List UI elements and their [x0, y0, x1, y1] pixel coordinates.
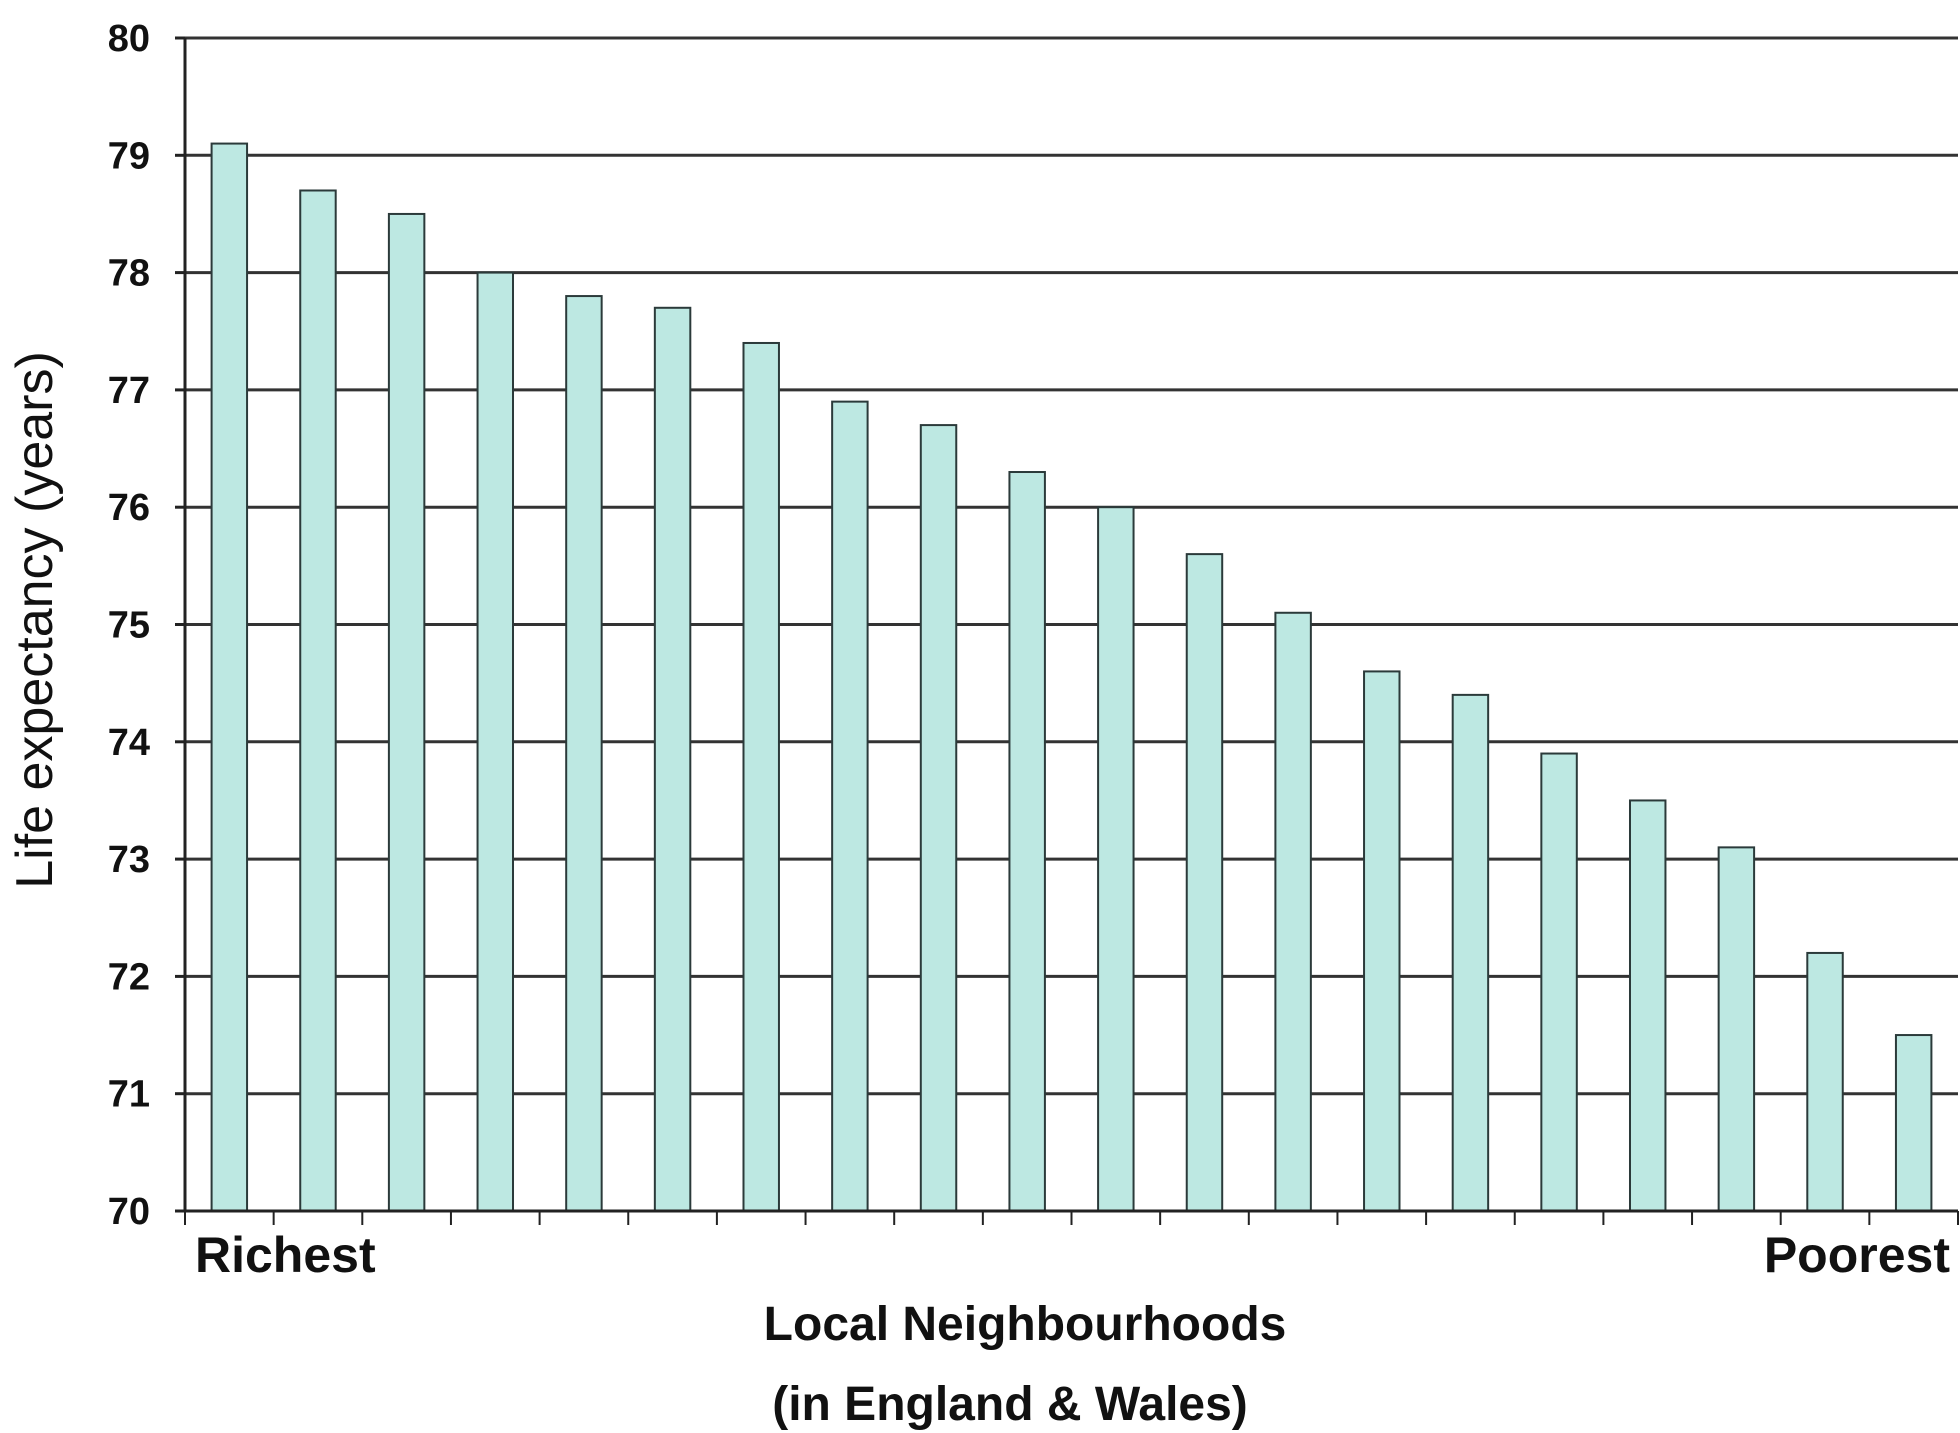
y-tick-labels: 70 71 72 73 74 75 76 77 78 79 80	[108, 18, 150, 1233]
y-tick-label-77: 77	[108, 370, 150, 412]
y-tick-label-70: 70	[108, 1191, 150, 1233]
gridlines	[185, 36, 1958, 1096]
bar-4	[476, 271, 515, 1213]
y-tick-label-80: 80	[108, 18, 150, 60]
bar-16	[1540, 752, 1578, 1213]
bar-6	[653, 306, 692, 1213]
bar-20	[1894, 1034, 1933, 1213]
bar-13	[1274, 611, 1312, 1212]
bar-18	[1717, 846, 1756, 1212]
bar-5	[565, 295, 603, 1212]
y-tick-label-79: 79	[108, 135, 150, 177]
x-start-label: Richest	[195, 1227, 376, 1283]
bar-9	[919, 424, 958, 1212]
bar-7	[742, 341, 780, 1213]
y-tick-label-71: 71	[108, 1074, 150, 1116]
bar-3	[387, 212, 426, 1212]
bar-1	[210, 142, 249, 1213]
y-tick-label-72: 72	[108, 956, 150, 998]
bar-2	[299, 189, 337, 1213]
bar-15	[1451, 693, 1490, 1212]
y-tick-label-75: 75	[108, 605, 150, 647]
bar-17	[1628, 799, 1667, 1212]
bar-11	[1097, 506, 1135, 1212]
y-tick-label-76: 76	[108, 487, 150, 529]
bar-10	[1008, 471, 1046, 1212]
bar-14	[1363, 670, 1401, 1212]
bar-12	[1185, 553, 1224, 1212]
x-end-label: Poorest	[1764, 1227, 1951, 1283]
y-tick-label-74: 74	[108, 722, 150, 764]
bar-8	[831, 400, 869, 1212]
y-tick-label-73: 73	[108, 839, 150, 881]
axes	[175, 36, 1959, 1225]
y-axis-title: Life expectancy (years)	[6, 351, 64, 889]
bar-19	[1806, 951, 1844, 1212]
x-axis-title-line-2: (in England & Wales)	[772, 1378, 1248, 1431]
y-tick-label-78: 78	[108, 253, 150, 295]
bars	[210, 142, 1933, 1213]
x-axis-title-line-1: Local Neighbourhoods	[764, 1298, 1287, 1351]
